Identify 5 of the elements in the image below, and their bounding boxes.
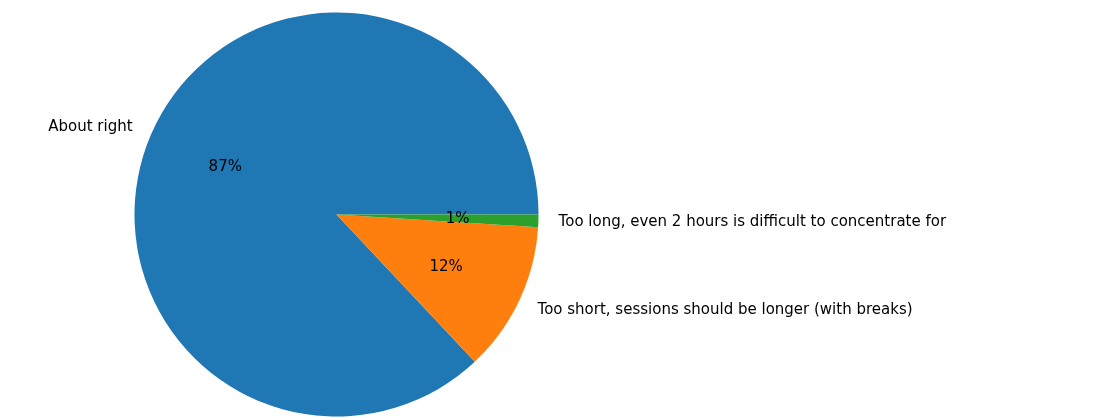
slice-label: Too short, sessions should be longer (with breaks) (536, 300, 913, 319)
slice-label: About right (48, 117, 133, 136)
data-label: 12% (429, 257, 463, 276)
data-label: 87% (208, 157, 242, 176)
slice-label: Too long, even 2 hours is difficult to concentrate for (557, 212, 947, 231)
